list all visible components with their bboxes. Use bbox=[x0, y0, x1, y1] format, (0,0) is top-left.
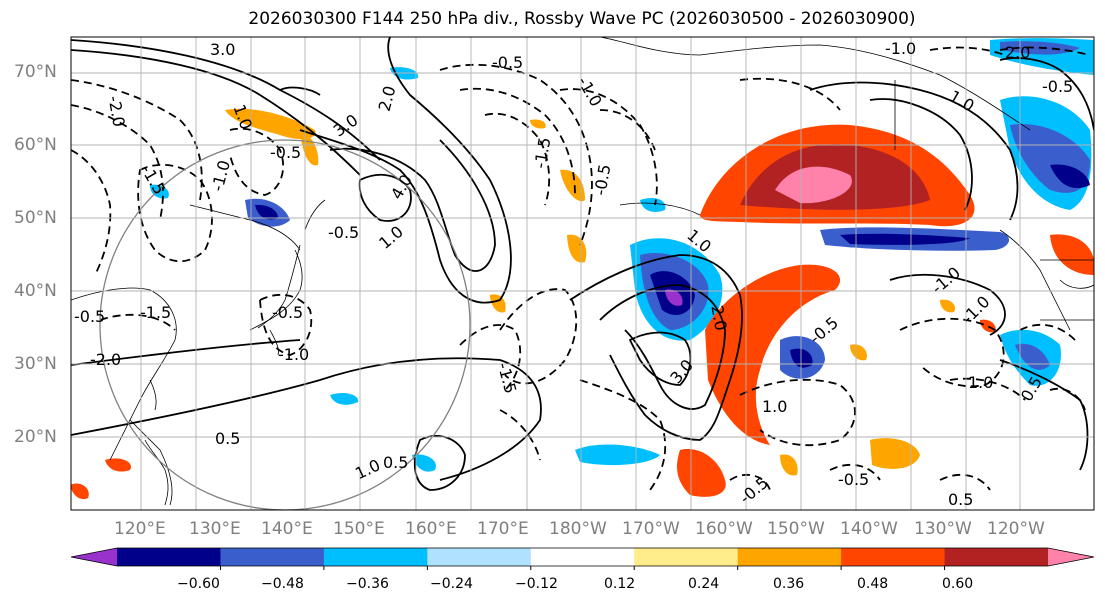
contour-label: 2.0 bbox=[1005, 43, 1030, 62]
contour-label: -1.0 bbox=[278, 345, 309, 364]
colorbar-segment bbox=[944, 548, 1049, 566]
contour-label: -0.5 bbox=[328, 223, 359, 242]
colorbar-tick-label: −0.36 bbox=[346, 576, 389, 592]
contour-label: -1.5 bbox=[140, 303, 171, 322]
divergence-fill bbox=[71, 38, 1094, 500]
colorbar-extension-high bbox=[1048, 548, 1094, 566]
range-circle bbox=[99, 139, 471, 510]
colorbar-tick-label: 0.24 bbox=[688, 576, 720, 592]
solid-contours bbox=[71, 37, 1094, 491]
lon-label: 150°E bbox=[333, 519, 385, 539]
colorbar-segment bbox=[634, 548, 739, 566]
contour-label: 0.5 bbox=[215, 429, 240, 448]
colorbar-tick-label: 0.60 bbox=[942, 576, 974, 592]
contour-label: -0.5 bbox=[838, 470, 869, 489]
lon-label: 140°W bbox=[840, 519, 898, 539]
colorbar-segment bbox=[117, 548, 221, 566]
lat-label-70: 70°N bbox=[14, 62, 57, 82]
colorbar-segment bbox=[737, 548, 842, 566]
lon-label: 170°W bbox=[622, 519, 680, 539]
contour-label: -0.5 bbox=[270, 143, 301, 162]
contour-label: 3.0 bbox=[210, 40, 235, 59]
contour-label: -0.5 bbox=[272, 303, 303, 322]
map-frame bbox=[70, 36, 1095, 511]
colorbar-segment bbox=[427, 548, 532, 566]
lon-label: 150°W bbox=[767, 519, 825, 539]
lat-label-50: 50°N bbox=[14, 208, 57, 228]
contour-label: 0.5 bbox=[948, 490, 973, 509]
colorbar-tick-label: −0.60 bbox=[177, 576, 220, 592]
lon-label: 160°W bbox=[695, 519, 753, 539]
contour-label: 1.0 bbox=[968, 373, 993, 392]
colorbar-extension-low bbox=[71, 548, 117, 566]
contour-label: 2.0 bbox=[707, 304, 730, 332]
lon-label: 130°W bbox=[914, 519, 972, 539]
colorbar-segment bbox=[323, 548, 428, 566]
colorbar-tick-label: 0.48 bbox=[857, 576, 889, 592]
contour-label: -2.0 bbox=[90, 350, 121, 369]
lat-label-40: 40°N bbox=[14, 281, 57, 301]
lat-label-20: 20°N bbox=[14, 427, 57, 447]
lon-label: 120°W bbox=[987, 519, 1045, 539]
colorbar bbox=[70, 547, 1095, 570]
contour-label: -0.5 bbox=[1042, 77, 1073, 96]
lon-label: 120°E bbox=[114, 519, 166, 539]
map-title: 2026030300 F144 250 hPa div., Rossby Wav… bbox=[248, 9, 916, 29]
lat-label-60: 60°N bbox=[14, 135, 57, 155]
lat-label-30: 30°N bbox=[14, 354, 57, 374]
colorbar-tick-label: 0.36 bbox=[773, 576, 805, 592]
colorbar-tick-label: −0.12 bbox=[515, 576, 558, 592]
colorbar-outline bbox=[70, 547, 1095, 567]
colorbar-segment bbox=[841, 548, 946, 566]
colorbar-tick-label: −0.24 bbox=[430, 576, 473, 592]
lon-label: 130°E bbox=[189, 519, 241, 539]
graticule bbox=[71, 37, 1094, 510]
contour-label: -1.0 bbox=[885, 39, 916, 58]
lon-label: 170°E bbox=[477, 519, 529, 539]
lon-label: 160°E bbox=[405, 519, 457, 539]
contour-label: 0.5 bbox=[383, 453, 408, 472]
contour-label: -0.5 bbox=[74, 307, 105, 326]
contour-label: -0.5 bbox=[492, 53, 523, 72]
colorbar-segment bbox=[530, 548, 635, 566]
lon-label: 140°E bbox=[261, 519, 313, 539]
contour-label: 1.0 bbox=[762, 397, 787, 416]
lon-label: 180°W bbox=[549, 519, 607, 539]
colorbar-tick-label: −0.48 bbox=[261, 576, 304, 592]
colorbar-segment bbox=[220, 548, 325, 566]
island-outlines bbox=[144, 199, 326, 506]
colorbar-tick-label: 0.12 bbox=[604, 576, 636, 592]
dashed-contours bbox=[71, 46, 1091, 491]
